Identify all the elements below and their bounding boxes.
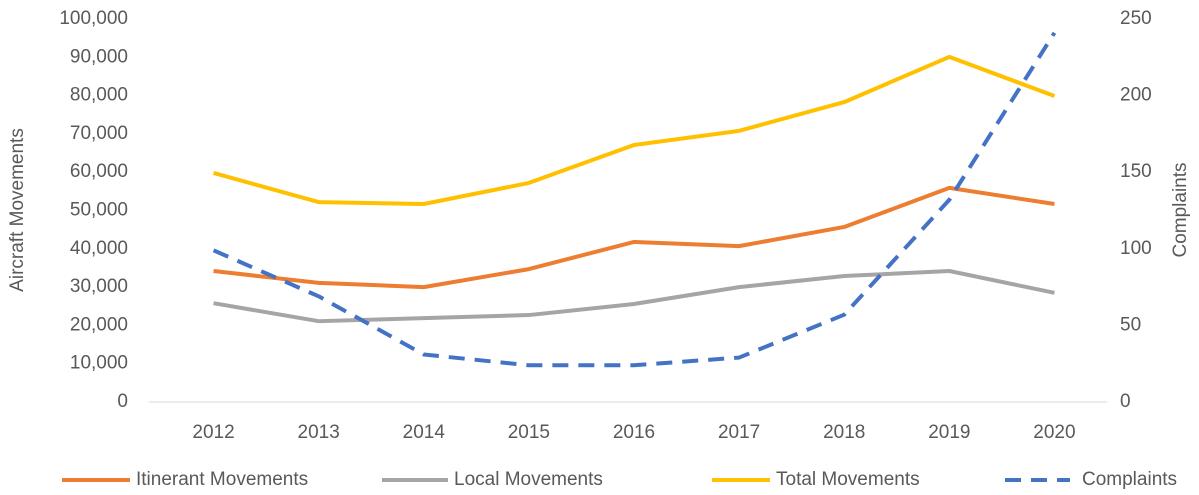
y-tick-label: 0 (117, 391, 128, 412)
y2-tick-label: 100 (1120, 238, 1152, 259)
series-line (213, 54, 1056, 206)
y2-tick-label: 250 (1120, 8, 1152, 29)
x-tick-label: 2015 (508, 422, 550, 443)
y-tick-label: 30,000 (70, 276, 128, 297)
legend-label: Complaints (1082, 469, 1177, 490)
y2-tick-label: 50 (1120, 314, 1141, 335)
x-tick-label: 2020 (1033, 422, 1075, 443)
y-tick-label: 20,000 (70, 314, 128, 335)
y-tick-label: 100,000 (59, 8, 128, 29)
series-line (213, 185, 1055, 290)
y2-tick-label: 150 (1120, 161, 1152, 182)
y-tick-label: 10,000 (70, 353, 128, 374)
y-tick-label: 50,000 (70, 200, 128, 221)
y2-axis-label: Complaints (1170, 162, 1191, 257)
x-tick-label: 2018 (823, 422, 865, 443)
y-tick-label: 60,000 (70, 161, 128, 182)
series-line (213, 269, 1055, 324)
y-tick-label: 80,000 (70, 85, 128, 106)
y-tick-label: 40,000 (70, 238, 128, 259)
y-axis-label: Aircraft Movements (7, 128, 28, 292)
y2-tick-label: 200 (1120, 85, 1152, 106)
x-tick-label: 2013 (298, 422, 340, 443)
x-tick-label: 2012 (192, 422, 234, 443)
series-line (212, 31, 1057, 368)
y-tick-label: 70,000 (70, 123, 128, 144)
x-tick-label: 2014 (403, 422, 446, 443)
legend-label: Itinerant Movements (136, 469, 308, 490)
x-tick-label: 2019 (928, 422, 970, 443)
legend-label: Total Movements (776, 469, 920, 490)
y-tick-label: 90,000 (70, 46, 128, 67)
x-tick-label: 2016 (613, 422, 655, 443)
legend-label: Local Movements (454, 469, 603, 490)
x-tick-label: 2017 (718, 422, 760, 443)
y2-tick-label: 0 (1120, 391, 1131, 412)
